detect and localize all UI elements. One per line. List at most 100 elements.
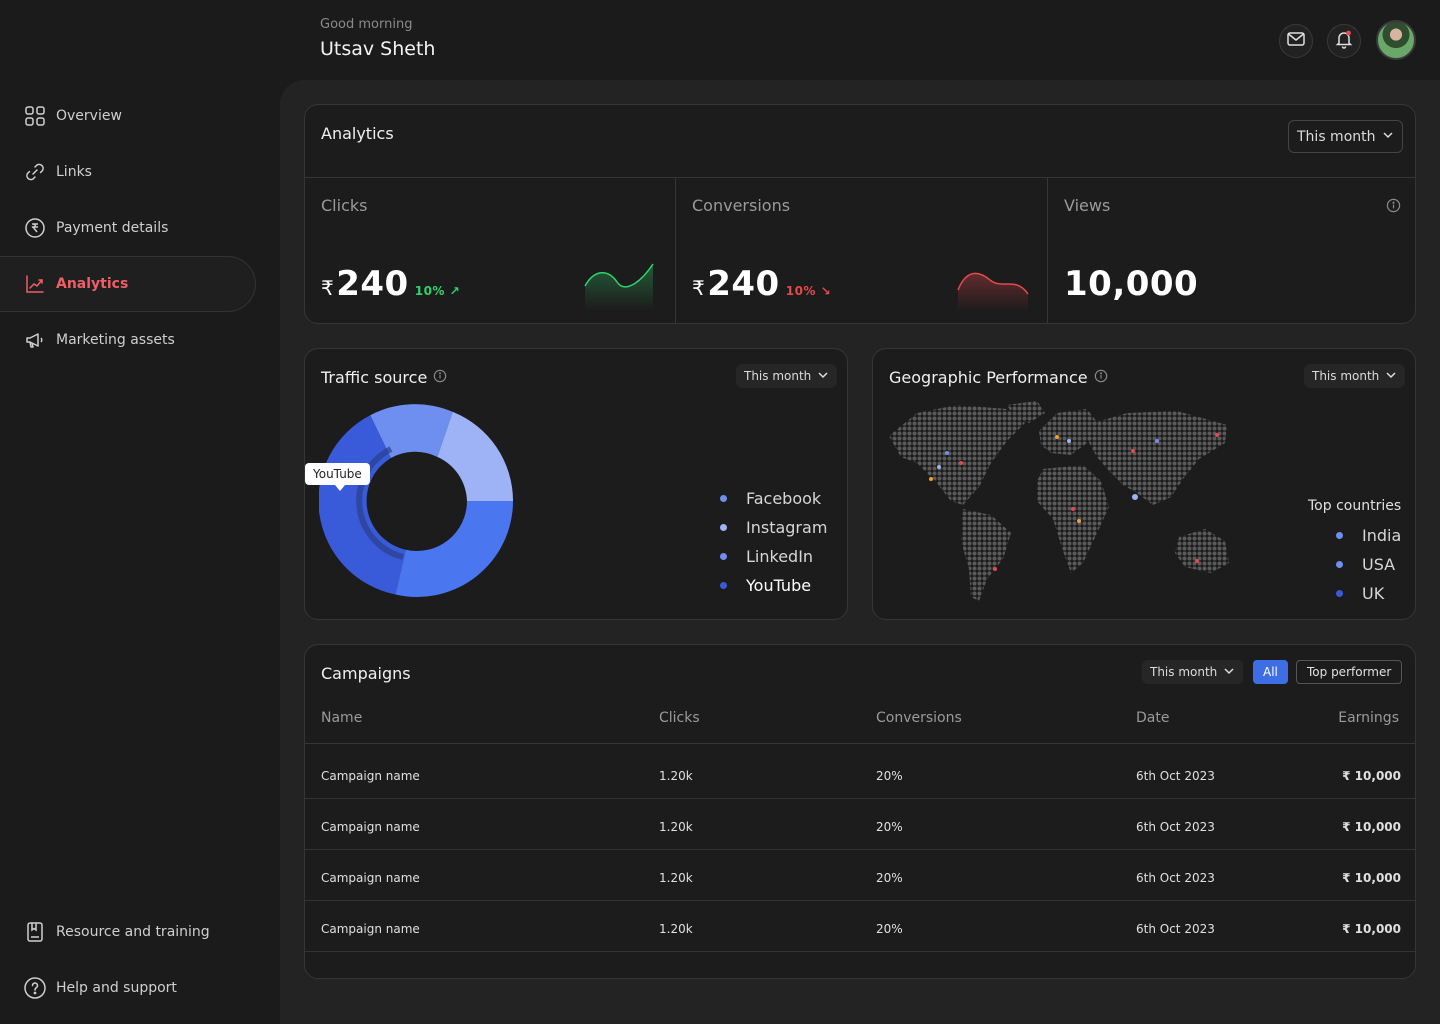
column-header-name[interactable]: Name (321, 710, 363, 726)
avatar[interactable] (1376, 20, 1416, 60)
cell-conversions: 20% (876, 922, 903, 936)
map-north-america (889, 405, 1025, 505)
cell-clicks: 1.20k (659, 820, 693, 834)
map-australia (1175, 529, 1229, 573)
legend-dot (720, 495, 727, 502)
legend-label: Instagram (746, 518, 828, 537)
stat-conversions: Conversions ₹240 10% ↘ (675, 177, 1047, 323)
cell-conversions: 20% (876, 769, 903, 783)
sidebar-item-label: Help and support (56, 980, 177, 996)
legend-label: YouTube (746, 576, 812, 595)
country-item-usa: USA (1336, 555, 1395, 574)
map-south-america (961, 509, 1011, 601)
table-row[interactable]: Campaign name 1.20k 20% 6th Oct 2023 ₹ 1… (305, 748, 1415, 799)
filter-all-button[interactable]: All (1253, 660, 1288, 684)
stat-value: ₹240 10% ↘ (692, 264, 831, 304)
traffic-period-dropdown[interactable]: This month (736, 364, 838, 388)
mail-button[interactable] (1279, 24, 1313, 58)
sidebar-item-label: Payment details (56, 220, 169, 236)
user-name: Utsav Sheth (320, 38, 436, 60)
cell-date: 6th Oct 2023 (1136, 769, 1215, 783)
table-row[interactable]: Campaign name 1.20k 20% 6th Oct 2023 ₹ 1… (305, 799, 1415, 850)
column-header-date[interactable]: Date (1136, 710, 1170, 726)
clicks-sparkline (584, 263, 654, 310)
table-header-divider (305, 743, 1415, 744)
cell-date: 6th Oct 2023 (1136, 871, 1215, 885)
sidebar-item-payment-details[interactable]: Payment details (24, 200, 168, 256)
traffic-title: Traffic source (321, 368, 428, 387)
info-icon[interactable] (1094, 368, 1108, 387)
analytics-period-dropdown[interactable]: This month (1288, 120, 1403, 153)
conversions-sparkline (957, 272, 1029, 312)
sidebar-item-overview[interactable]: Overview (24, 88, 122, 144)
cell-clicks: 1.20k (659, 871, 693, 885)
stat-number: 240 (336, 264, 409, 304)
filter-top-performer-button[interactable]: Top performer (1296, 660, 1403, 684)
chart-line-icon (24, 273, 46, 295)
megaphone-icon (24, 329, 46, 351)
sidebar-item-marketing-assets[interactable]: Marketing assets (24, 312, 175, 368)
chevron-down-icon (1385, 369, 1397, 384)
notifications-button[interactable] (1327, 24, 1361, 58)
tooltip-arrow (335, 485, 345, 491)
geo-title: Geographic Performance (889, 368, 1088, 387)
stat-number: 240 (707, 264, 780, 304)
map-asia (1087, 411, 1227, 505)
analytics-title: Analytics (321, 124, 394, 143)
legend-dot (1336, 561, 1343, 568)
legend-dot (720, 582, 727, 589)
chevron-down-icon (1223, 665, 1235, 680)
world-map (889, 401, 1229, 601)
campaigns-card: Campaigns This month All Top performer N… (304, 644, 1416, 979)
info-icon[interactable] (433, 368, 447, 387)
analytics-card: Analytics This month Clicks ₹240 10% ↗ Co… (304, 104, 1416, 324)
help-icon (24, 977, 46, 999)
sidebar-item-analytics[interactable]: Analytics (0, 256, 256, 312)
traffic-donut-chart (319, 404, 513, 597)
cell-date: 6th Oct 2023 (1136, 820, 1215, 834)
cell-name: Campaign name (321, 871, 420, 885)
sidebar: Overview Links Payment details Analytics… (0, 0, 280, 1024)
sidebar-item-help-and-support[interactable]: Help and support (24, 960, 177, 1016)
country-item-india: India (1336, 526, 1401, 545)
legend-label: LinkedIn (746, 547, 814, 566)
sidebar-item-links[interactable]: Links (24, 144, 92, 200)
column-header-clicks[interactable]: Clicks (659, 710, 700, 726)
dropdown-label: This month (744, 369, 812, 383)
info-icon[interactable] (1386, 198, 1401, 217)
campaigns-period-dropdown[interactable]: This month (1142, 660, 1244, 684)
dropdown-label: This month (1297, 128, 1376, 145)
sidebar-item-label: Links (56, 164, 92, 180)
legend-item-instagram: Instagram (720, 518, 827, 537)
sidebar-item-label: Marketing assets (56, 332, 175, 348)
sidebar-item-resource-and-training[interactable]: Resource and training (24, 904, 210, 960)
donut-segment-linkedin (395, 501, 513, 597)
cell-earnings: ₹ 10,000 (1342, 922, 1401, 936)
column-header-earnings[interactable]: Earnings (1338, 710, 1399, 726)
table-row[interactable]: Campaign name 1.20k 20% 6th Oct 2023 ₹ 1… (305, 901, 1415, 952)
country-label: USA (1362, 555, 1396, 574)
legend-dot (1336, 590, 1343, 597)
stat-value: 10,000 (1064, 264, 1199, 304)
legend-label: Facebook (746, 489, 822, 508)
cell-clicks: 1.20k (659, 769, 693, 783)
legend-dot (1336, 532, 1343, 539)
dropdown-label: This month (1150, 665, 1218, 679)
rupee-icon (24, 217, 46, 239)
cell-clicks: 1.20k (659, 922, 693, 936)
geo-period-dropdown[interactable]: This month (1304, 364, 1406, 388)
stat-delta: 10% ↘ (785, 284, 832, 298)
traffic-source-card: Traffic source This month YouTube Facebo… (304, 348, 848, 620)
sidebar-item-label: Analytics (56, 276, 129, 292)
legend-item-linkedin: LinkedIn (720, 547, 813, 566)
sidebar-item-label: Overview (56, 108, 122, 124)
map-europe (1039, 409, 1101, 455)
rupee-symbol: ₹ (321, 276, 335, 300)
stat-value: ₹240 10% ↗ (321, 264, 460, 304)
mail-icon (1286, 29, 1306, 53)
column-header-conversions[interactable]: Conversions (876, 710, 962, 726)
cell-conversions: 20% (876, 871, 903, 885)
sidebar-item-label: Resource and training (56, 924, 210, 940)
table-row[interactable]: Campaign name 1.20k 20% 6th Oct 2023 ₹ 1… (305, 850, 1415, 901)
campaigns-title: Campaigns (321, 664, 411, 683)
